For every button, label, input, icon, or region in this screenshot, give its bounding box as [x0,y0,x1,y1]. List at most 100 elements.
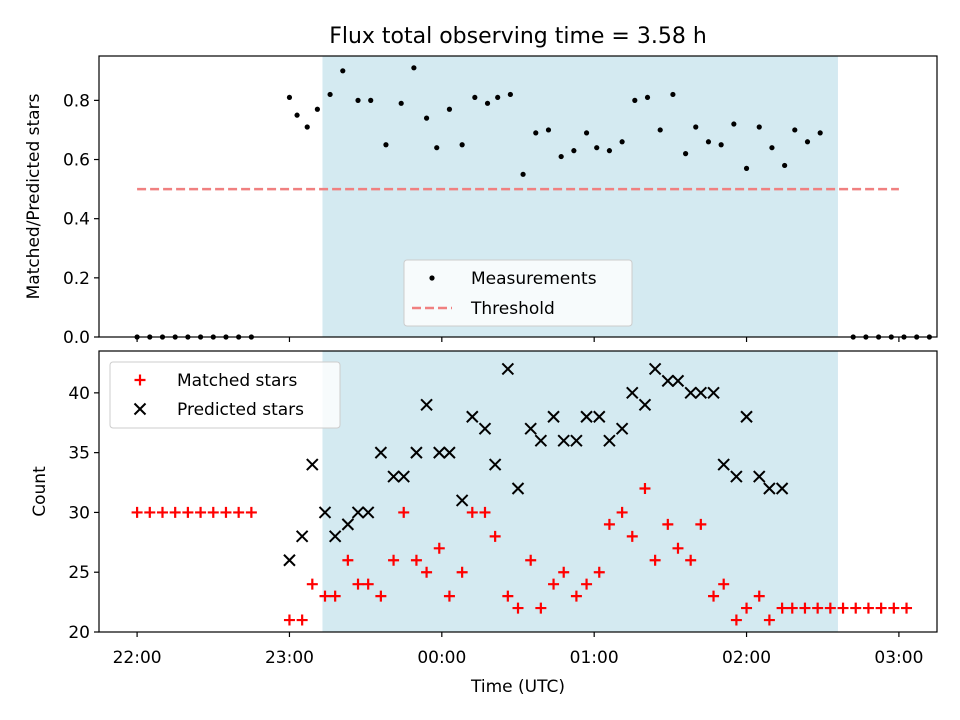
x-tick-label: 22:00 [113,648,162,668]
data-point-matched [144,506,156,518]
legend-box [403,259,633,327]
data-point-matched [169,506,181,518]
data-point-ratio [383,142,389,148]
legend-label-predicted: Predicted stars [177,400,304,420]
data-point-matched [763,614,775,626]
data-point-matched [156,506,168,518]
data-point-matched [862,602,874,614]
y-tick-label: 25 [68,563,90,583]
data-point-matched [901,602,913,614]
data-point-matched [220,506,232,518]
data-point-ratio [507,91,513,98]
data-point-matched [502,590,514,602]
data-point-predicted [466,410,479,423]
data-point-ratio [594,145,600,151]
data-point-predicted [433,446,446,459]
data-point-predicted [638,398,652,412]
data-point-matched [799,602,811,614]
data-point-ratio [340,68,346,74]
data-point-predicted [328,530,342,543]
data-point-matched [535,602,547,614]
data-point-ratio [804,139,811,145]
data-point-matched [548,578,560,590]
data-point-ratio [782,162,788,169]
data-point-matched [837,602,849,614]
legend: Measurements Threshold [403,259,633,327]
y-tick-label: 35 [68,444,90,464]
data-point-matched [388,554,400,566]
data-point-matched [603,518,615,530]
x-tick-label: 03:00 [874,648,923,668]
data-point-matched [730,614,742,626]
data-point-ratio [533,130,539,136]
data-point-matched [525,554,537,566]
data-point-ratio [657,127,663,133]
panel-ratio: 0.00.20.40.60.8 Matched/Predicted stars … [24,55,938,348]
data-point-ratio [423,115,430,121]
data-point-predicted [306,458,319,471]
data-point-matched [753,590,765,602]
legend: Matched stars Predicted stars [109,361,341,429]
data-point-matched [182,506,194,518]
data-point-matched [708,590,720,602]
data-point-ratio [286,94,293,101]
data-point-ratio [411,65,417,71]
data-point-predicted [410,446,423,459]
legend-label-measurements: Measurements [471,269,597,289]
data-point-matched [649,554,661,566]
data-point-ratio [693,124,699,130]
data-point-predicted [351,506,365,519]
x-tick-label: 01:00 [570,648,619,668]
data-point-matched [662,518,674,530]
data-point-ratio [731,121,737,127]
data-point-predicted [593,410,606,423]
data-point-ratio [670,91,676,98]
data-point-matched [489,530,501,542]
data-point-predicted [488,458,502,471]
data-point-ratio [484,100,491,106]
data-point-predicted [374,446,388,459]
x-tick-label: 00:00 [417,648,466,668]
data-point-matched [195,506,207,518]
legend-marker-matched [134,374,146,386]
data-point-matched [776,602,788,614]
data-point-matched [786,602,798,614]
data-point-matched [479,506,491,518]
data-point-predicted [661,374,675,388]
y-tick-label: 0.6 [63,151,90,171]
data-point-ratio [683,151,689,157]
legend-box [109,361,341,429]
data-point-matched [352,578,364,590]
data-point-matched [375,590,387,602]
data-point-predicted [397,470,410,483]
data-point-predicted [684,386,697,400]
y-tick-label: 0.8 [63,91,90,111]
data-point-predicted [361,506,375,519]
data-point-predicted [524,422,537,435]
data-point-ratio [756,124,762,130]
data-point-matched [283,614,295,626]
data-point-ratio [644,94,651,101]
data-point-matched [616,506,628,518]
y-tick-label: 0.2 [63,269,90,289]
data-point-matched [672,542,684,554]
observing-window-shade [322,351,838,632]
x-tick-label: 23:00 [265,648,314,668]
data-point-matched [421,566,433,578]
data-point-ratio [434,145,440,151]
data-point-ratio [743,165,750,171]
legend-label-matched: Matched stars [177,371,297,391]
x-axis-label: Time (UTC) [470,677,565,697]
data-point-predicted [387,470,400,483]
y-tick-label: 0.0 [63,328,90,348]
data-point-predicted [626,386,639,400]
y-tick-label: 40 [68,384,90,404]
data-point-matched [329,590,341,602]
data-point-predicted [570,434,583,447]
data-point-matched [433,542,445,554]
data-point-predicted [420,398,433,412]
data-point-ratio [619,139,625,145]
data-point-matched [718,578,730,590]
data-point-predicted [740,410,753,423]
